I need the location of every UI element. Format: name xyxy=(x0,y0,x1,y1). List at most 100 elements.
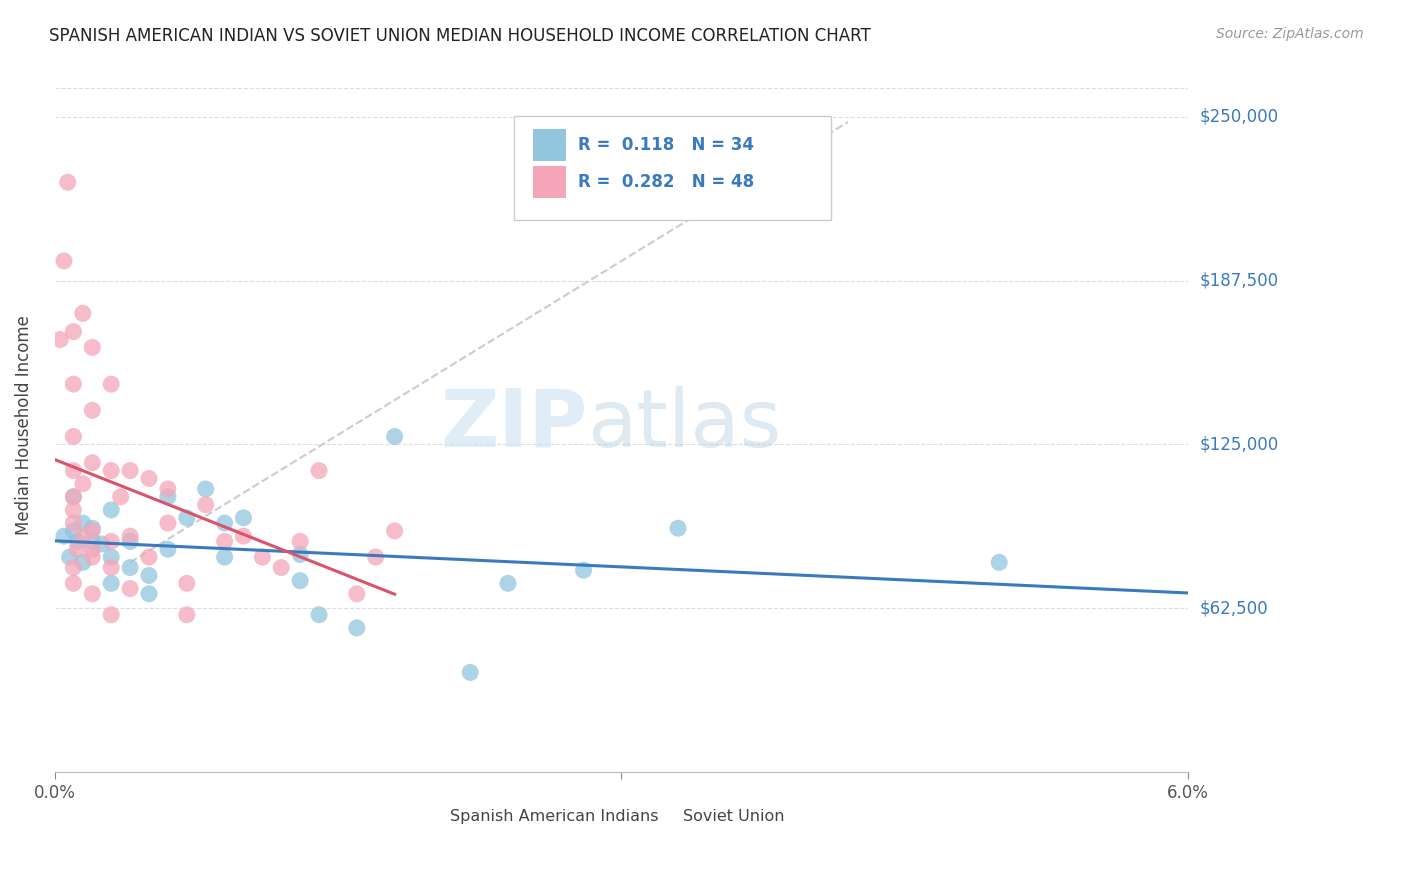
Point xyxy=(100,503,122,517)
Point xyxy=(100,576,122,591)
Point xyxy=(232,529,254,543)
Point xyxy=(72,476,94,491)
Point xyxy=(120,529,142,543)
Point xyxy=(214,550,236,565)
Point xyxy=(384,429,406,443)
Text: $125,000: $125,000 xyxy=(1199,435,1278,453)
Point xyxy=(346,587,368,601)
Point xyxy=(66,534,89,549)
Point xyxy=(82,550,104,565)
Point xyxy=(308,607,330,622)
Point xyxy=(120,534,142,549)
Point xyxy=(346,621,368,635)
Point xyxy=(270,560,292,574)
Point xyxy=(62,560,84,574)
Point xyxy=(214,516,236,530)
Point xyxy=(100,534,122,549)
Point xyxy=(82,542,104,557)
Point xyxy=(59,550,82,565)
Point xyxy=(156,490,179,504)
Point xyxy=(138,568,160,582)
Point xyxy=(100,560,122,574)
Point xyxy=(232,510,254,524)
Point xyxy=(288,548,311,562)
Point xyxy=(62,377,84,392)
Point xyxy=(62,490,84,504)
Text: Soviet Union: Soviet Union xyxy=(682,809,785,824)
Point xyxy=(49,333,72,347)
Point xyxy=(288,534,311,549)
Point xyxy=(62,429,84,443)
Text: Source: ZipAtlas.com: Source: ZipAtlas.com xyxy=(1216,27,1364,41)
Point xyxy=(53,254,76,268)
Point xyxy=(156,516,179,530)
Point xyxy=(82,534,104,549)
Point xyxy=(572,563,595,577)
Text: R =  0.118   N = 34: R = 0.118 N = 34 xyxy=(578,136,754,153)
FancyBboxPatch shape xyxy=(513,116,831,219)
Point xyxy=(82,587,104,601)
Point xyxy=(110,490,132,504)
Point xyxy=(100,377,122,392)
Point xyxy=(138,587,160,601)
FancyBboxPatch shape xyxy=(415,804,444,829)
Point xyxy=(82,524,104,538)
Point xyxy=(120,560,142,574)
Point xyxy=(214,534,236,549)
Point xyxy=(100,550,122,565)
FancyBboxPatch shape xyxy=(647,804,676,829)
Point xyxy=(138,550,160,565)
Text: Spanish American Indians: Spanish American Indians xyxy=(450,809,658,824)
Point xyxy=(100,464,122,478)
Point xyxy=(82,456,104,470)
Point xyxy=(458,665,481,680)
Point xyxy=(120,582,142,596)
Point xyxy=(72,555,94,569)
Text: SPANISH AMERICAN INDIAN VS SOVIET UNION MEDIAN HOUSEHOLD INCOME CORRELATION CHAR: SPANISH AMERICAN INDIAN VS SOVIET UNION … xyxy=(49,27,870,45)
Point xyxy=(82,403,104,417)
Point xyxy=(666,521,689,535)
Y-axis label: Median Household Income: Median Household Income xyxy=(15,315,32,534)
Point xyxy=(62,503,84,517)
Text: atlas: atlas xyxy=(588,385,782,464)
Point xyxy=(176,510,198,524)
Text: R =  0.282   N = 48: R = 0.282 N = 48 xyxy=(578,173,755,191)
Point xyxy=(53,529,76,543)
Point xyxy=(62,464,84,478)
Point xyxy=(384,524,406,538)
Point xyxy=(72,516,94,530)
Text: $187,500: $187,500 xyxy=(1199,271,1278,290)
Point xyxy=(100,607,122,622)
FancyBboxPatch shape xyxy=(533,166,565,198)
Point xyxy=(72,306,94,320)
Point xyxy=(176,576,198,591)
Point xyxy=(138,471,160,485)
Point xyxy=(176,607,198,622)
Point xyxy=(120,464,142,478)
Point xyxy=(156,482,179,496)
Point xyxy=(988,555,1011,569)
Point xyxy=(66,542,89,557)
Point xyxy=(62,576,84,591)
Point xyxy=(62,524,84,538)
Point xyxy=(90,537,112,551)
Point xyxy=(82,521,104,535)
Point xyxy=(194,498,217,512)
Point xyxy=(72,529,94,543)
Point xyxy=(62,490,84,504)
Point xyxy=(364,550,387,565)
Text: $62,500: $62,500 xyxy=(1199,599,1268,617)
Point xyxy=(252,550,274,565)
Point xyxy=(496,576,519,591)
Point xyxy=(62,516,84,530)
Point xyxy=(288,574,311,588)
Point xyxy=(156,542,179,557)
Point xyxy=(308,464,330,478)
FancyBboxPatch shape xyxy=(533,128,565,161)
Text: $250,000: $250,000 xyxy=(1199,108,1278,126)
Point xyxy=(56,175,79,189)
Point xyxy=(194,482,217,496)
Text: ZIP: ZIP xyxy=(440,385,588,464)
Point xyxy=(62,325,84,339)
Point xyxy=(82,340,104,354)
